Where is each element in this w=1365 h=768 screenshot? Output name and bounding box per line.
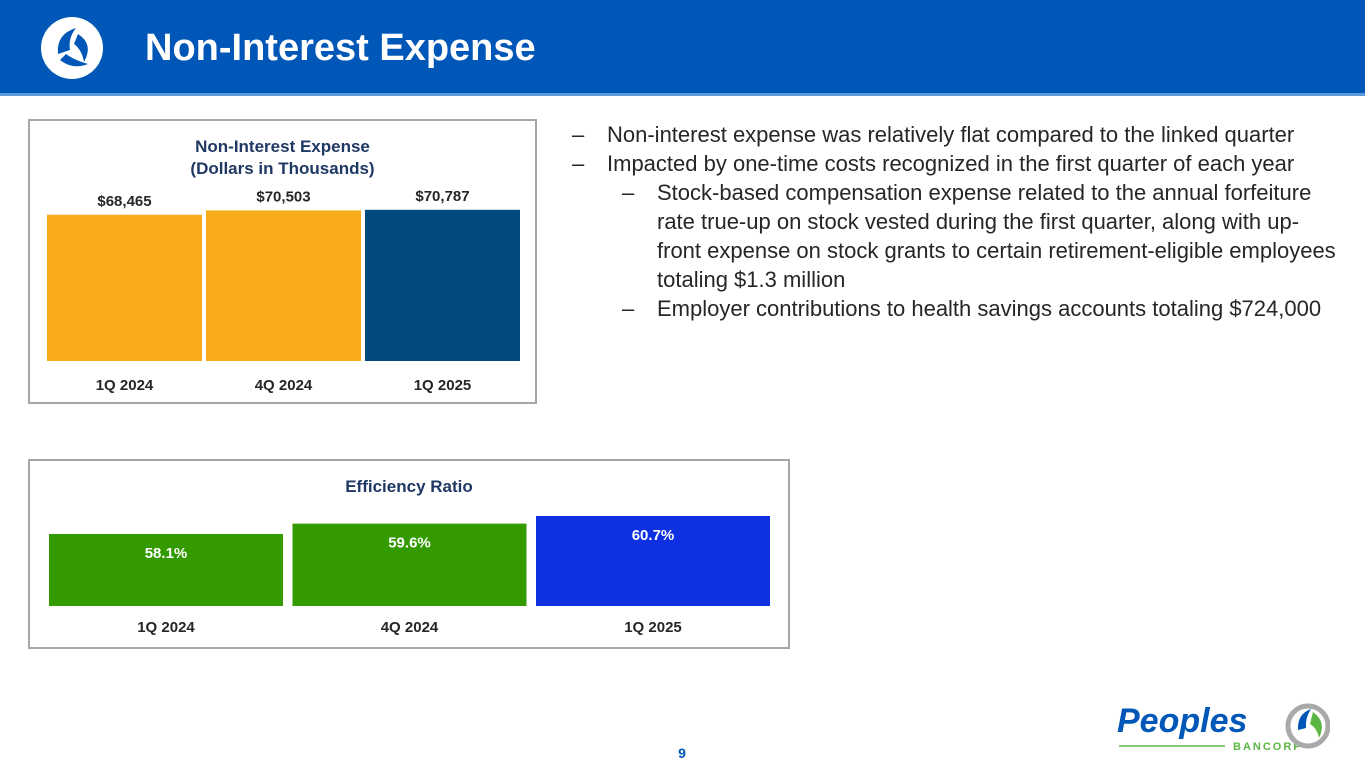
chart-subtitle: (Dollars in Thousands): [190, 159, 375, 178]
category-label: 1Q 2025: [624, 619, 682, 636]
efficiency-ratio-chart: Efficiency Ratio 58.1% 1Q 2024 59.6% 4Q 202…: [28, 459, 790, 649]
page-title: Non-Interest Expense: [145, 27, 536, 69]
bar: [206, 210, 361, 361]
bullet-text: Impacted by one-time costs recognized in…: [607, 151, 1295, 176]
category-label: 1Q 2025: [414, 377, 472, 394]
bullet-dash: –: [572, 151, 585, 176]
non-interest-expense-chart: Non-Interest Expense (Dollars in Thousan…: [28, 119, 537, 404]
data-label: $70,503: [256, 188, 310, 205]
bullet-dash: –: [622, 180, 635, 205]
peoples-logo-icon: [41, 17, 103, 79]
peoples-bancorp-logo: Peoples BANCORP: [1117, 702, 1330, 752]
data-label: 60.7%: [632, 527, 675, 544]
bullet-text: Non-interest expense was relatively flat…: [607, 122, 1295, 147]
brand-name: Peoples: [1117, 702, 1247, 740]
chart-title: Efficiency Ratio: [345, 477, 473, 496]
sub-bullet-item: – Employer contributions to health saving…: [572, 294, 1342, 323]
data-label: 59.6%: [388, 535, 431, 552]
data-label: $68,465: [97, 193, 151, 210]
bullet-item: – Impacted by one-time costs recognized i…: [572, 149, 1342, 178]
category-label: 4Q 2024: [381, 619, 439, 636]
chart-plot: 58.1% 1Q 2024 59.6% 4Q 2024 60.7% 1Q 2025: [49, 516, 770, 636]
brand-mark-icon: [1285, 703, 1330, 749]
sub-bullet-item: – Stock-based compensation expense relate…: [572, 178, 1342, 294]
bullet-text: Employer contributions to health savings…: [657, 296, 1322, 321]
bullet-list: – Non-interest expense was relatively fla…: [572, 120, 1342, 323]
bullet-text: Stock-based compensation expense related…: [657, 180, 1336, 292]
bar: [365, 209, 520, 361]
category-label: 4Q 2024: [255, 377, 313, 394]
bar: [536, 516, 770, 606]
bar: [47, 214, 202, 361]
chart-plot: $68,465 1Q 2024 $70,503 4Q 2024 $70,787 1Q 20…: [47, 188, 520, 394]
bar: [49, 534, 283, 606]
data-label: 58.1%: [145, 545, 188, 562]
chart-title: Non-Interest Expense: [195, 137, 370, 156]
category-label: 1Q 2024: [137, 619, 195, 636]
brand-sub: BANCORP: [1233, 741, 1303, 752]
page-number: 9: [678, 745, 686, 761]
slide-header: Non-Interest Expense: [0, 0, 1365, 96]
category-label: 1Q 2024: [96, 377, 154, 394]
bullet-dash: –: [622, 296, 635, 321]
bullet-dash: –: [572, 122, 585, 147]
bullet-item: – Non-interest expense was relatively fla…: [572, 120, 1342, 149]
data-label: $70,787: [415, 188, 469, 205]
bar: [292, 523, 527, 606]
